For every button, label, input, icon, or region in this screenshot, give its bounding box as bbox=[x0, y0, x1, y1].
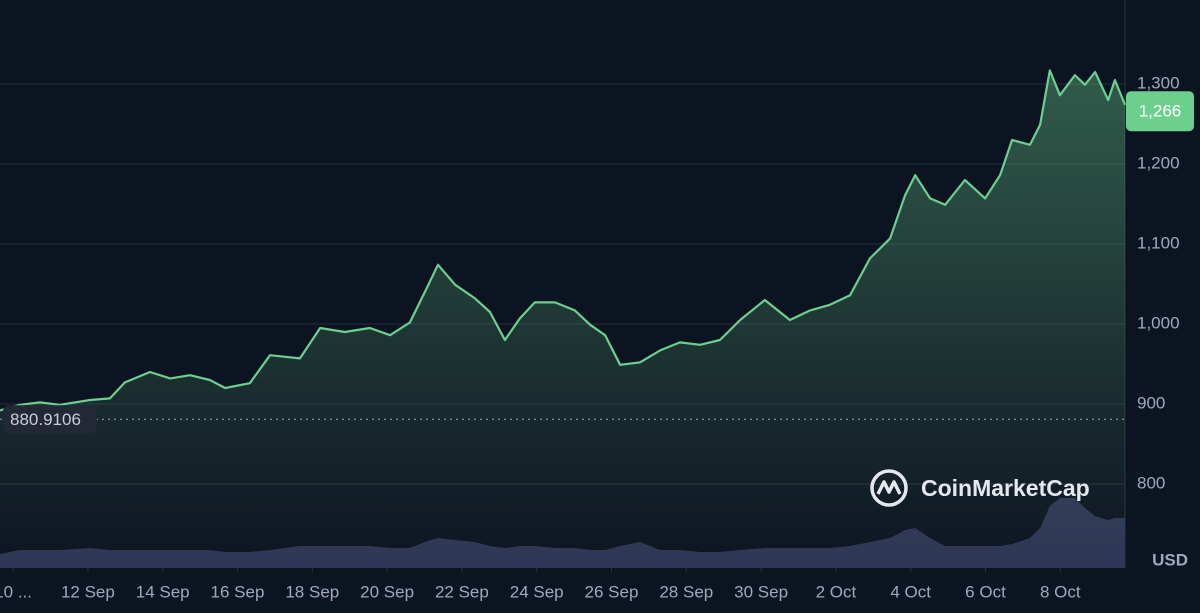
x-tick-label: 4 Oct bbox=[890, 582, 931, 601]
currency-label: USD bbox=[1152, 550, 1188, 569]
x-tick-label: 20 Sep bbox=[360, 582, 414, 601]
x-tick-label: 22 Sep bbox=[435, 582, 489, 601]
reference-tag bbox=[3, 405, 97, 434]
x-tick-label: 8 Oct bbox=[1040, 582, 1081, 601]
y-tick-label: 900 bbox=[1137, 393, 1165, 412]
y-tick-label: 1,000 bbox=[1137, 313, 1180, 332]
x-tick-label: 30 Sep bbox=[734, 582, 788, 601]
price-area bbox=[0, 70, 1125, 569]
last-price-tag bbox=[1126, 91, 1194, 132]
x-tick-label: 10 ... bbox=[0, 582, 32, 601]
y-tick-label: 1,100 bbox=[1137, 233, 1180, 252]
x-tick-label: 2 Oct bbox=[816, 582, 857, 601]
x-tick-label: 14 Sep bbox=[136, 582, 190, 601]
last-price-label: 1,266 bbox=[1139, 102, 1182, 121]
y-tick-label: 1,200 bbox=[1137, 153, 1180, 172]
x-tick-label: 12 Sep bbox=[61, 582, 115, 601]
price-line bbox=[0, 69, 1127, 412]
watermark-text: CoinMarketCap bbox=[921, 475, 1090, 501]
x-tick-label: 18 Sep bbox=[285, 582, 339, 601]
reference-label: 880.9106 bbox=[10, 410, 81, 429]
x-tick-label: 24 Sep bbox=[510, 582, 564, 601]
x-tick-label: 26 Sep bbox=[585, 582, 639, 601]
watermark bbox=[870, 469, 908, 507]
x-tick-label: 16 Sep bbox=[211, 582, 265, 601]
x-tick-label: 6 Oct bbox=[965, 582, 1006, 601]
y-tick-label: 800 bbox=[1137, 473, 1165, 492]
y-tick-label: 1,300 bbox=[1137, 73, 1180, 92]
x-tick-label: 28 Sep bbox=[659, 582, 713, 601]
